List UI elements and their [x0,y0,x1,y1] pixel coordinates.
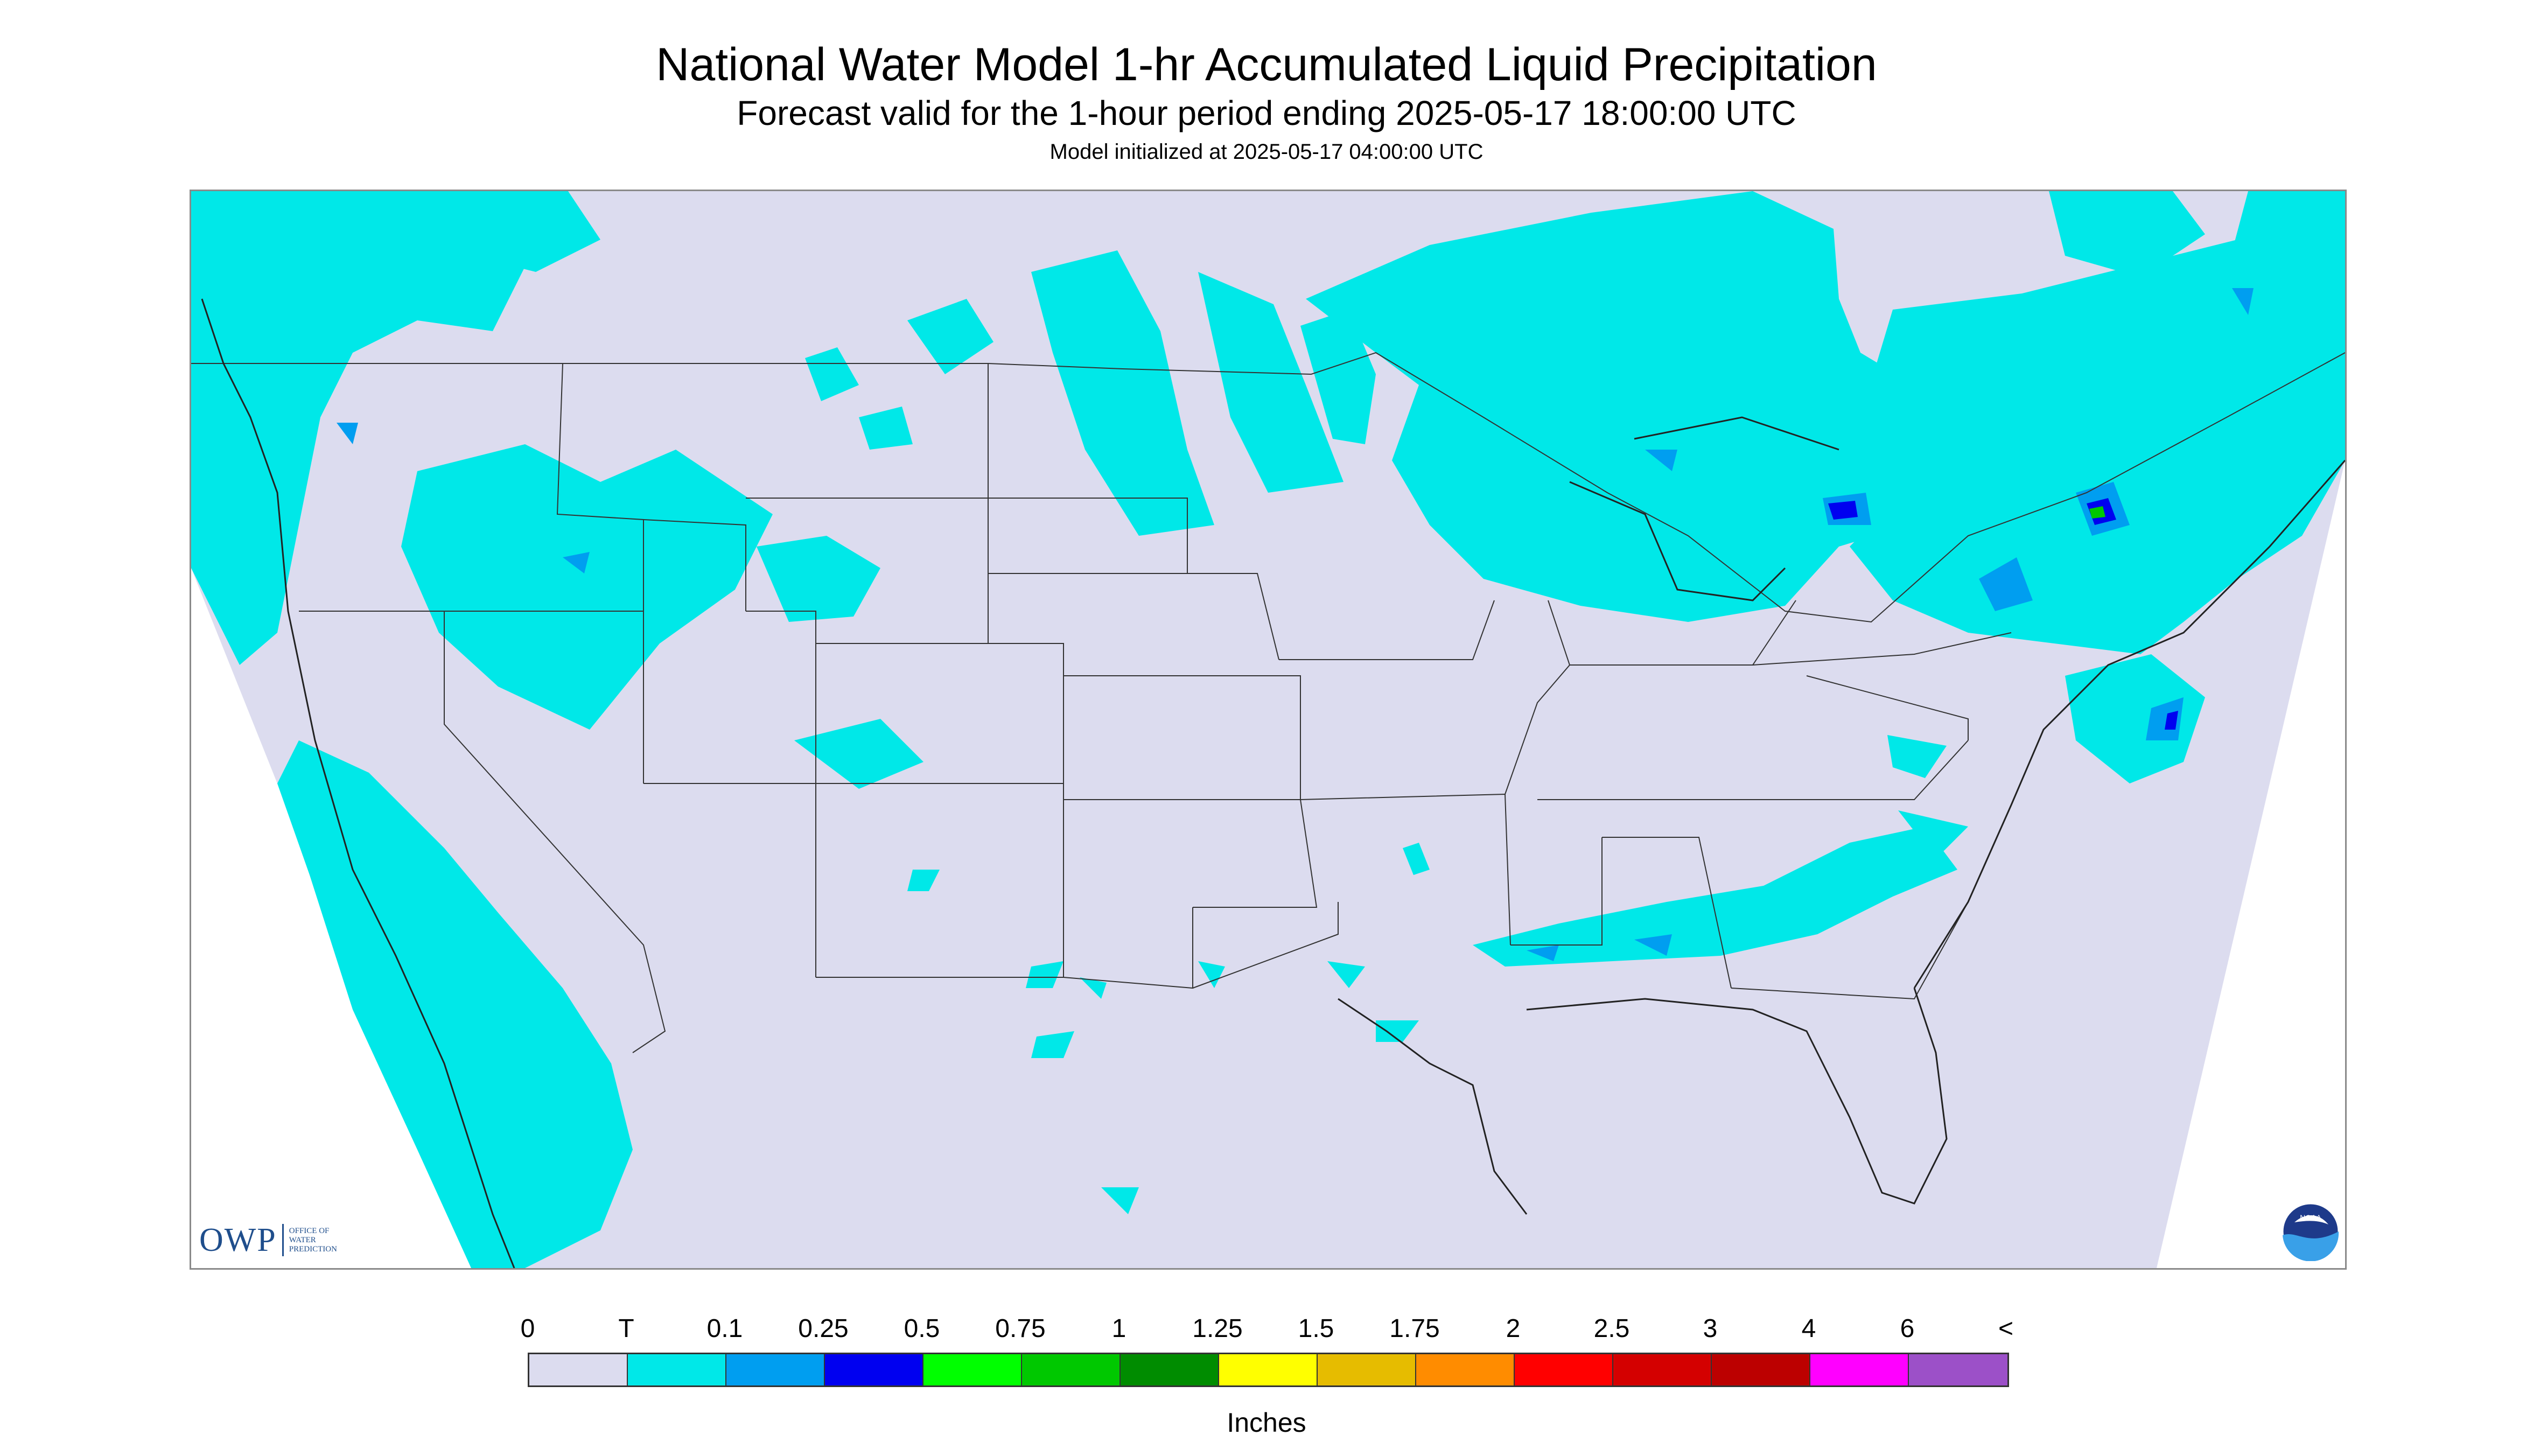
legend-label: 0 [520,1314,535,1343]
legend-swatch [726,1354,825,1385]
legend-swatch [628,1354,726,1385]
color-legend: 0 T 0.1 0.25 0.5 0.75 1 1.25 1.5 1.75 2 2.5 3 4 6 < [521,1314,2014,1387]
legend-swatch [1712,1354,1810,1385]
legend-swatch [1810,1354,1909,1385]
owp-logo: OWP OFFICE OF WATER PREDICTION [199,1221,354,1259]
model-init-line: Model initialized at 2025-05-17 04:00:00… [1049,140,1484,164]
legend-swatch [923,1354,1022,1385]
legend-colorbar [528,1353,2009,1387]
noaa-logo: NOAA [2281,1202,2340,1262]
legend-label: 2.5 [1593,1314,1630,1343]
coastlines [201,298,2345,1268]
map-subtitle: Forecast valid for the 1-hour period end… [737,94,1796,132]
legend-swatch [529,1354,628,1385]
map-title: National Water Model 1-hr Accumulated Li… [656,39,1877,90]
owp-logo-divider [282,1224,284,1256]
legend-label: 0.5 [904,1314,940,1343]
legend-label: 1.5 [1298,1314,1334,1343]
noaa-logo-text: NOAA [2300,1213,2321,1222]
legend-label: 1.75 [1389,1314,1440,1343]
legend-label: 1.25 [1192,1314,1243,1343]
legend-label: 3 [1703,1314,1718,1343]
legend-label: < [1998,1314,2014,1343]
legend-swatch [1318,1354,1416,1385]
legend-swatch [1613,1354,1712,1385]
legend-label: 0.75 [995,1314,1046,1343]
legend-swatch [1022,1354,1121,1385]
precip-trace-areas [191,191,2345,1268]
legend-labels: 0 T 0.1 0.25 0.5 0.75 1 1.25 1.5 1.75 2 2.5 3 4 6 < [521,1314,2014,1346]
legend-label: 4 [1801,1314,1816,1343]
legend-label: 1 [1111,1314,1126,1343]
owp-logo-mark: OWP [199,1221,277,1258]
owp-logo-text: OFFICE OF WATER PREDICTION [289,1226,337,1254]
legend-swatch [1416,1354,1515,1385]
legend-units: Inches [1227,1408,1306,1438]
legend-label: T [618,1314,634,1343]
legend-label: 0.1 [706,1314,743,1343]
political-boundaries [191,352,2345,1053]
legend-label: 0.25 [798,1314,849,1343]
legend-swatch [1515,1354,1613,1385]
precipitation-map [190,190,2347,1270]
legend-label: 2 [1506,1314,1521,1343]
legend-swatch [1909,1354,2007,1385]
legend-swatch [1121,1354,1219,1385]
legend-swatch [825,1354,923,1385]
legend-swatch [1219,1354,1318,1385]
precip-heavy-areas [2089,506,2105,519]
legend-label: 6 [1900,1314,1915,1343]
